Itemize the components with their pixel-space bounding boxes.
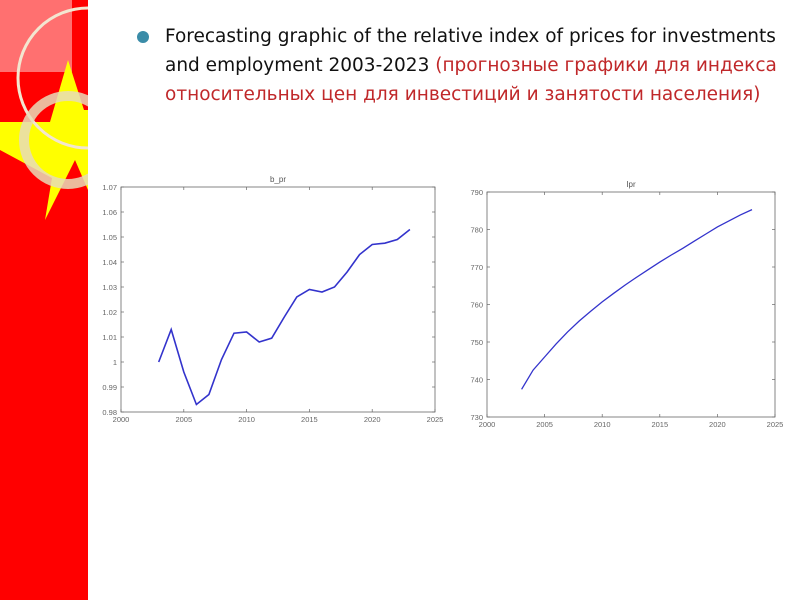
pink-square xyxy=(0,0,72,72)
x-tick-label: 2010 xyxy=(238,415,255,424)
x-tick-label: 2000 xyxy=(479,420,496,429)
plot-frame xyxy=(486,191,776,418)
x-tick-label: 2005 xyxy=(175,415,192,424)
y-tick-label: 1 xyxy=(113,358,117,367)
chart-title: b_pr xyxy=(270,175,286,184)
x-tick-label: 2000 xyxy=(113,415,130,424)
x-tick-label: 2015 xyxy=(301,415,318,424)
x-tick-label: 2020 xyxy=(709,420,726,429)
y-tick-label: 740 xyxy=(470,376,483,385)
x-tick-label: 2010 xyxy=(594,420,611,429)
y-tick-label: 760 xyxy=(470,301,483,310)
chart-title: Ipr xyxy=(626,180,636,189)
y-tick-label: 770 xyxy=(470,263,483,272)
y-tick-label: 1.02 xyxy=(102,308,117,317)
x-tick-label: 2025 xyxy=(427,415,444,424)
y-tick-label: 730 xyxy=(470,413,483,422)
ring-decoration xyxy=(19,91,88,189)
heading-english: Forecasting graphic of the relative inde… xyxy=(165,26,776,76)
y-tick-label: 1.06 xyxy=(102,208,117,217)
bullet-icon xyxy=(137,31,149,43)
slide-heading: Forecasting graphic of the relative inde… xyxy=(165,22,785,109)
y-tick-label: 1.03 xyxy=(102,283,117,292)
y-tick-label: 1.04 xyxy=(102,258,117,267)
star-decoration xyxy=(0,0,88,220)
y-tick-label: 0.98 xyxy=(102,408,117,417)
y-tick-label: 1.05 xyxy=(102,233,117,242)
x-tick-label: 2020 xyxy=(364,415,381,424)
ring-decoration xyxy=(16,6,88,150)
x-tick-label: 2005 xyxy=(536,420,553,429)
y-tick-label: 750 xyxy=(470,338,483,347)
y-tick-label: 1.01 xyxy=(102,333,117,342)
x-tick-label: 2025 xyxy=(767,420,784,429)
x-tick-label: 2015 xyxy=(651,420,668,429)
y-tick-label: 780 xyxy=(470,226,483,235)
plot-frame xyxy=(120,186,436,413)
y-tick-label: 1.07 xyxy=(102,183,117,192)
heading-russian: (прогнозные графики для индекса относите… xyxy=(165,55,777,105)
y-tick-label: 790 xyxy=(470,188,483,197)
decorative-strip xyxy=(0,0,88,600)
y-tick-label: 0.99 xyxy=(102,383,117,392)
